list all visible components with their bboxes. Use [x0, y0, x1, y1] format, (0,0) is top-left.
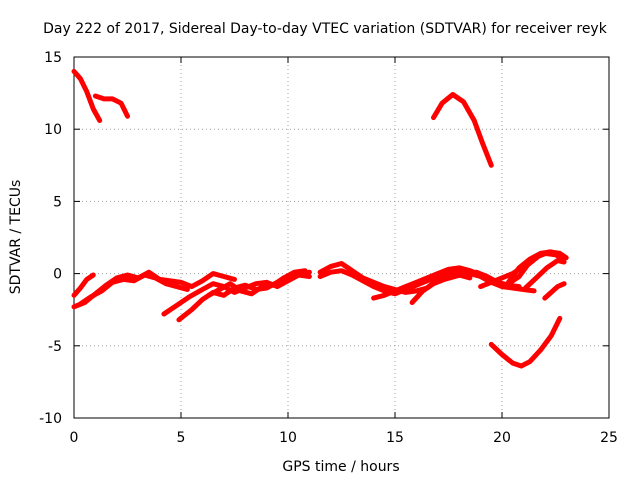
series-line	[176, 269, 312, 323]
series-line	[488, 315, 563, 369]
y-tick-label: 10	[44, 122, 62, 138]
x-tick-label: 15	[386, 430, 404, 446]
axis-ticks: 0 5 10 15 20 25 -10 -5 0 5 10 15	[39, 50, 618, 446]
data-series	[71, 68, 569, 369]
series-line	[77, 272, 190, 307]
series-line	[431, 92, 494, 168]
x-tick-label: 5	[177, 430, 186, 446]
x-axis-label: GPS time / hours	[282, 459, 399, 475]
series-line	[71, 272, 96, 298]
series-line	[317, 268, 473, 297]
y-tick-label: -5	[48, 339, 62, 355]
y-tick-label: 0	[53, 267, 62, 283]
series-line	[92, 93, 130, 119]
series-line	[542, 281, 567, 301]
series-line	[505, 249, 565, 285]
x-tick-label: 10	[279, 430, 297, 446]
series-line	[71, 68, 103, 123]
series-line	[409, 269, 522, 305]
series-line	[206, 268, 308, 298]
y-tick-label: 15	[44, 50, 62, 66]
y-tick-label: -10	[39, 411, 62, 427]
y-tick-label: 5	[53, 194, 62, 210]
chart-title: Day 222 of 2017, Sidereal Day-to-day VTE…	[43, 21, 608, 37]
plot-frame	[73, 56, 610, 419]
series-line	[523, 258, 567, 291]
grid-lines	[74, 57, 609, 418]
x-tick-label: 20	[493, 430, 511, 446]
x-tick-label: 0	[70, 430, 79, 446]
x-tick-label: 25	[600, 430, 618, 446]
series-line	[371, 265, 484, 301]
y-axis-label: SDTVAR / TECUs	[8, 180, 24, 295]
series-line	[161, 272, 312, 317]
